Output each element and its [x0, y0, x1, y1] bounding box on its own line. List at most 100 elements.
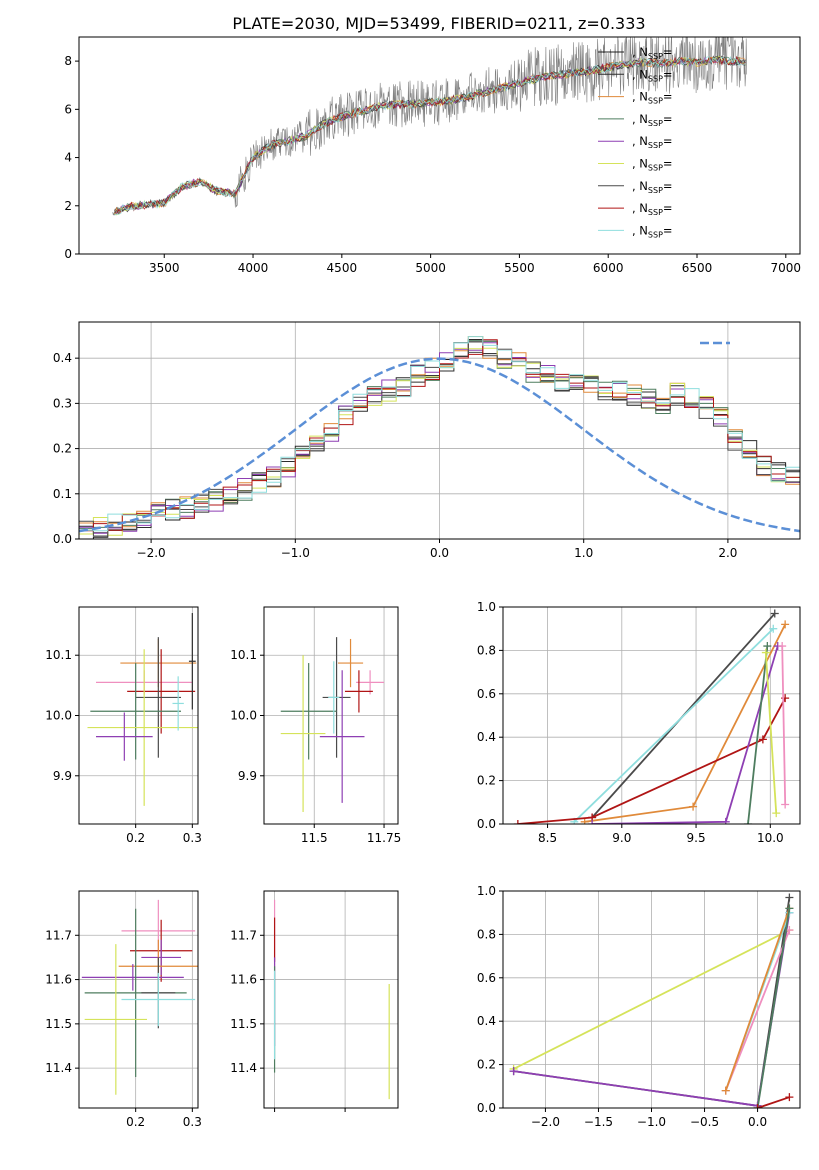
- legend-sub: SSP: [648, 230, 663, 239]
- y-tick-label: 0.0: [477, 817, 496, 831]
- legend-sub: SSP: [648, 52, 663, 61]
- data-point: [280, 655, 326, 812]
- x-tick-label: 7000: [771, 261, 802, 275]
- panel-mass_vs_Z: 0.2 0.3 11.4 11.5 11.6 11.7: [45, 890, 202, 1129]
- data-point: [344, 670, 373, 713]
- weight-line: [517, 697, 786, 824]
- data-point: [172, 676, 184, 731]
- y-tick-label: 9.9: [238, 769, 257, 783]
- data-point: [319, 670, 365, 803]
- model-spectrum: [114, 55, 746, 216]
- weight-marker: [753, 1104, 762, 1108]
- y-tick-label: 0.3: [53, 396, 72, 410]
- weight-marker: [772, 809, 781, 818]
- panel-mass_vs_ebv: 11.4 11.5 11.6 11.7: [230, 890, 399, 1112]
- panel-age_vs_mass: 11.5 11.75 9.9 10.0 10.1: [230, 606, 401, 845]
- data-point: [127, 649, 196, 734]
- legend-sep: , N: [632, 157, 648, 171]
- legend-entry: , NSSP=: [632, 223, 673, 239]
- weight-marker: [761, 648, 770, 657]
- data-point: [280, 663, 337, 760]
- x-tick-label: 9.0: [612, 831, 631, 845]
- plot-area: [280, 637, 385, 812]
- legend-sub: SSP: [648, 119, 663, 128]
- y-tick-label: 0.4: [477, 1014, 496, 1028]
- weight-line: [592, 645, 779, 824]
- x-tick-label: 1.0: [574, 546, 593, 560]
- legend-sep: , N: [632, 67, 648, 81]
- panel-age_vs_Z: 0.2 0.3 9.9 10.0 10.1: [45, 606, 202, 845]
- residual-histogram: [79, 342, 800, 539]
- y-tick-label: 4: [64, 151, 72, 165]
- y-tick-label: 0.8: [477, 643, 496, 657]
- legend-sep: , N: [632, 90, 648, 104]
- residual-histogram: [79, 347, 800, 539]
- data-point: [135, 637, 181, 758]
- panel-weight_vs_Z: −2.0 −1.5 −1.0 −0.5 0.0 0.0 0.2 0.4 0.6 0.8 1.0: [477, 884, 801, 1129]
- weight-line: [757, 1096, 790, 1108]
- weight-marker: [513, 820, 522, 824]
- y-tick-label: 11.7: [230, 928, 257, 942]
- axes-frame: [78, 606, 199, 825]
- x-tick-label: 10.0: [757, 831, 784, 845]
- y-tick-label: 11.5: [45, 1017, 72, 1031]
- y-tick-label: 6: [64, 102, 72, 116]
- axes-frame: [263, 606, 399, 825]
- y-tick-label: 10.0: [45, 709, 72, 723]
- legend-sep: , N: [632, 223, 648, 237]
- weight-marker: [721, 817, 730, 824]
- legend-entry: , NSSP=: [632, 134, 673, 150]
- data-point: [96, 712, 153, 761]
- y-tick-label: 0.0: [53, 532, 72, 546]
- weight-marker: [785, 893, 794, 902]
- legend-eq: =: [663, 90, 673, 104]
- legend-sub: SSP: [648, 97, 663, 106]
- legend-eq: =: [663, 112, 673, 126]
- legend-eq: =: [663, 223, 673, 237]
- legend-entry: , NSSP=: [632, 157, 673, 173]
- legend-sub: SSP: [648, 164, 663, 173]
- plot-area: [87, 613, 198, 806]
- data-point: [188, 613, 196, 710]
- x-tick-label: 0.2: [126, 1115, 145, 1129]
- y-tick-label: 11.6: [230, 973, 257, 987]
- axes-frame: [78, 321, 801, 540]
- axes-frame: [263, 890, 399, 1109]
- weight-marker: [721, 1086, 730, 1095]
- legend-sep: , N: [632, 179, 648, 193]
- data-point: [81, 964, 184, 991]
- x-tick-label: −2.0: [531, 1115, 560, 1129]
- legend-eq: =: [663, 134, 673, 148]
- x-tick-label: 6000: [593, 261, 624, 275]
- weight-marker: [689, 802, 698, 811]
- legend-sep: , N: [632, 45, 648, 59]
- legend-eq: =: [663, 179, 673, 193]
- data-point: [84, 944, 147, 1095]
- x-tick-label: 9.5: [687, 831, 706, 845]
- data-point: [141, 939, 181, 976]
- residual-histogram: [79, 336, 800, 539]
- y-tick-label: 0.2: [477, 774, 496, 788]
- legend-entry: , NSSP=: [632, 67, 673, 83]
- y-tick-label: 9.9: [53, 769, 72, 783]
- weight-marker: [778, 642, 787, 651]
- y-tick-label: 8: [64, 54, 72, 68]
- x-tick-label: −2.0: [137, 546, 166, 560]
- data-point: [87, 649, 198, 806]
- weight-marker: [769, 624, 778, 633]
- weight-marker: [770, 609, 779, 618]
- legend-sub: SSP: [648, 208, 663, 217]
- data-point: [90, 663, 181, 760]
- y-tick-label: 0.6: [477, 971, 496, 985]
- axes-frame: [78, 36, 801, 255]
- x-tick-label: 3500: [149, 261, 180, 275]
- y-tick-label: 0.2: [477, 1058, 496, 1072]
- weight-line: [724, 929, 791, 1091]
- weight-marker: [588, 820, 597, 824]
- y-tick-label: 11.4: [45, 1061, 72, 1075]
- x-tick-label: 0.0: [430, 546, 449, 560]
- legend-sep: , N: [632, 134, 648, 148]
- weight-line: [781, 646, 787, 805]
- x-tick-label: 5000: [415, 261, 446, 275]
- weight-marker: [509, 1067, 518, 1076]
